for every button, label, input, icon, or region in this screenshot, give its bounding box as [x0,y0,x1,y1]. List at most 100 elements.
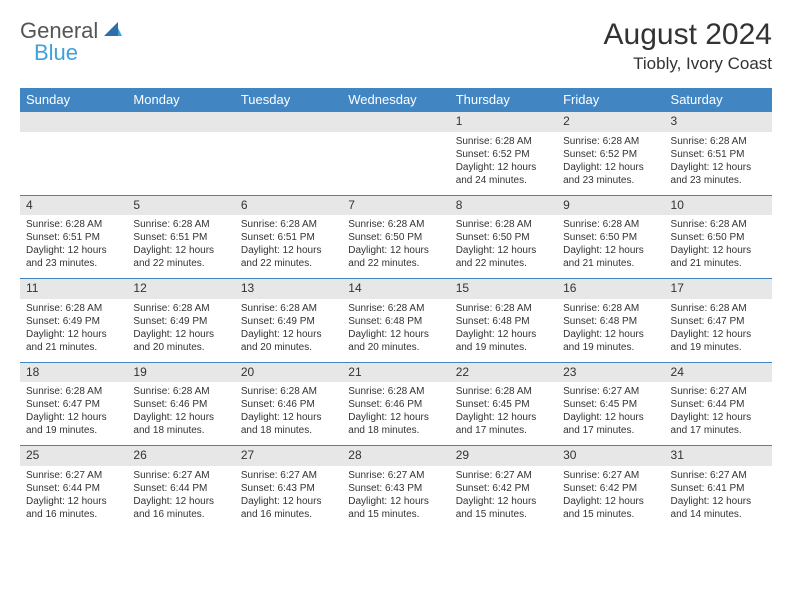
sunrise-line: Sunrise: 6:28 AM [26,385,121,398]
day-content-cell: Sunrise: 6:28 AMSunset: 6:47 PMDaylight:… [665,299,772,363]
day-number-cell: 29 [450,446,557,466]
day-content-cell: Sunrise: 6:28 AMSunset: 6:48 PMDaylight:… [450,299,557,363]
day-number-cell [342,112,449,132]
sunrise-line: Sunrise: 6:28 AM [563,135,658,148]
day-content-cell: Sunrise: 6:27 AMSunset: 6:44 PMDaylight:… [127,466,234,529]
day-content-row: Sunrise: 6:27 AMSunset: 6:44 PMDaylight:… [20,466,772,529]
sunset-line: Sunset: 6:44 PM [671,398,766,411]
sunset-line: Sunset: 6:47 PM [671,315,766,328]
day-number-cell [235,112,342,132]
day-number-cell: 8 [450,195,557,215]
logo-text-2: Blue [34,40,78,65]
day-number-cell: 21 [342,362,449,382]
daylight-line: Daylight: 12 hours and 16 minutes. [133,495,228,521]
day-content-cell: Sunrise: 6:28 AMSunset: 6:47 PMDaylight:… [20,382,127,446]
day-content-cell: Sunrise: 6:28 AMSunset: 6:50 PMDaylight:… [665,215,772,279]
sunset-line: Sunset: 6:48 PM [563,315,658,328]
day-content-row: Sunrise: 6:28 AMSunset: 6:51 PMDaylight:… [20,215,772,279]
day-content-cell: Sunrise: 6:28 AMSunset: 6:51 PMDaylight:… [20,215,127,279]
day-number-cell: 14 [342,279,449,299]
sunset-line: Sunset: 6:45 PM [456,398,551,411]
day-content-cell: Sunrise: 6:27 AMSunset: 6:44 PMDaylight:… [665,382,772,446]
day-content-cell: Sunrise: 6:28 AMSunset: 6:49 PMDaylight:… [235,299,342,363]
day-content-cell: Sunrise: 6:28 AMSunset: 6:51 PMDaylight:… [235,215,342,279]
sunrise-line: Sunrise: 6:28 AM [671,135,766,148]
sunrise-line: Sunrise: 6:28 AM [241,218,336,231]
sunset-line: Sunset: 6:51 PM [26,231,121,244]
sunset-line: Sunset: 6:42 PM [563,482,658,495]
day-number-cell: 15 [450,279,557,299]
day-content-cell: Sunrise: 6:28 AMSunset: 6:52 PMDaylight:… [450,132,557,196]
day-number-cell: 1 [450,112,557,132]
sunset-line: Sunset: 6:41 PM [671,482,766,495]
day-content-cell: Sunrise: 6:27 AMSunset: 6:44 PMDaylight:… [20,466,127,529]
daylight-line: Daylight: 12 hours and 23 minutes. [671,161,766,187]
day-content-cell: Sunrise: 6:27 AMSunset: 6:43 PMDaylight:… [342,466,449,529]
daylight-line: Daylight: 12 hours and 18 minutes. [133,411,228,437]
daylight-line: Daylight: 12 hours and 17 minutes. [563,411,658,437]
sunset-line: Sunset: 6:51 PM [671,148,766,161]
sunrise-line: Sunrise: 6:28 AM [671,302,766,315]
sunrise-line: Sunrise: 6:28 AM [456,218,551,231]
sunset-line: Sunset: 6:51 PM [241,231,336,244]
sunset-line: Sunset: 6:49 PM [133,315,228,328]
weekday-header-row: Sunday Monday Tuesday Wednesday Thursday… [20,88,772,112]
day-number-cell: 27 [235,446,342,466]
weekday-header: Tuesday [235,88,342,112]
day-number-cell: 4 [20,195,127,215]
day-content-cell [20,132,127,196]
daylight-line: Daylight: 12 hours and 16 minutes. [26,495,121,521]
day-number-cell: 30 [557,446,664,466]
daylight-line: Daylight: 12 hours and 15 minutes. [456,495,551,521]
day-number-cell: 28 [342,446,449,466]
sunrise-line: Sunrise: 6:28 AM [348,218,443,231]
sunset-line: Sunset: 6:46 PM [241,398,336,411]
day-content-cell: Sunrise: 6:28 AMSunset: 6:48 PMDaylight:… [342,299,449,363]
daylight-line: Daylight: 12 hours and 19 minutes. [563,328,658,354]
day-content-cell: Sunrise: 6:27 AMSunset: 6:43 PMDaylight:… [235,466,342,529]
sunrise-line: Sunrise: 6:27 AM [348,469,443,482]
daylight-line: Daylight: 12 hours and 16 minutes. [241,495,336,521]
day-number-row: 123 [20,112,772,132]
daylight-line: Daylight: 12 hours and 20 minutes. [348,328,443,354]
logo-sail-icon [102,20,124,43]
sunrise-line: Sunrise: 6:27 AM [241,469,336,482]
sunset-line: Sunset: 6:48 PM [456,315,551,328]
daylight-line: Daylight: 12 hours and 19 minutes. [456,328,551,354]
day-content-cell: Sunrise: 6:28 AMSunset: 6:50 PMDaylight:… [450,215,557,279]
day-number-cell: 16 [557,279,664,299]
sunset-line: Sunset: 6:49 PM [241,315,336,328]
day-number-cell: 24 [665,362,772,382]
day-content-cell: Sunrise: 6:28 AMSunset: 6:51 PMDaylight:… [127,215,234,279]
sunrise-line: Sunrise: 6:28 AM [133,218,228,231]
sunrise-line: Sunrise: 6:28 AM [456,135,551,148]
daylight-line: Daylight: 12 hours and 21 minutes. [563,244,658,270]
day-number-cell: 18 [20,362,127,382]
day-number-cell: 2 [557,112,664,132]
sunrise-line: Sunrise: 6:28 AM [241,385,336,398]
day-number-cell: 20 [235,362,342,382]
daylight-line: Daylight: 12 hours and 17 minutes. [671,411,766,437]
day-number-cell: 31 [665,446,772,466]
daylight-line: Daylight: 12 hours and 14 minutes. [671,495,766,521]
day-content-cell [127,132,234,196]
weekday-header: Thursday [450,88,557,112]
sunset-line: Sunset: 6:52 PM [456,148,551,161]
location: Tiobly, Ivory Coast [604,54,772,74]
day-number-cell: 17 [665,279,772,299]
day-content-cell [235,132,342,196]
sunrise-line: Sunrise: 6:28 AM [241,302,336,315]
daylight-line: Daylight: 12 hours and 21 minutes. [671,244,766,270]
day-number-cell: 23 [557,362,664,382]
sunset-line: Sunset: 6:50 PM [671,231,766,244]
day-number-cell: 7 [342,195,449,215]
day-content-cell: Sunrise: 6:28 AMSunset: 6:46 PMDaylight:… [127,382,234,446]
day-number-cell: 12 [127,279,234,299]
daylight-line: Daylight: 12 hours and 19 minutes. [671,328,766,354]
sunrise-line: Sunrise: 6:28 AM [133,302,228,315]
weekday-header: Saturday [665,88,772,112]
sunrise-line: Sunrise: 6:27 AM [671,385,766,398]
daylight-line: Daylight: 12 hours and 23 minutes. [26,244,121,270]
header: General August 2024 Tiobly, Ivory Coast [20,18,772,74]
day-number-row: 45678910 [20,195,772,215]
